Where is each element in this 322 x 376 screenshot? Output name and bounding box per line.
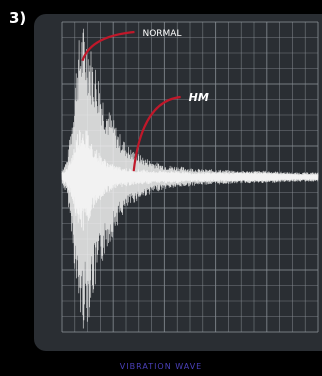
vibration-wave-chart: NORMAL HM <box>61 21 319 333</box>
annotation-arrow <box>132 95 181 172</box>
series-line-normal <box>61 28 319 329</box>
chart-annotations: NORMAL HM <box>81 29 209 172</box>
annotation-label: NORMAL <box>142 29 181 39</box>
series-line-hm <box>61 130 319 231</box>
chart-series <box>61 28 319 329</box>
chart-caption: VIBRATION WAVE <box>119 362 203 371</box>
annotation-arrow <box>81 30 135 62</box>
annotation-label: HM <box>189 91 209 104</box>
panel-label: 3) <box>9 9 27 27</box>
